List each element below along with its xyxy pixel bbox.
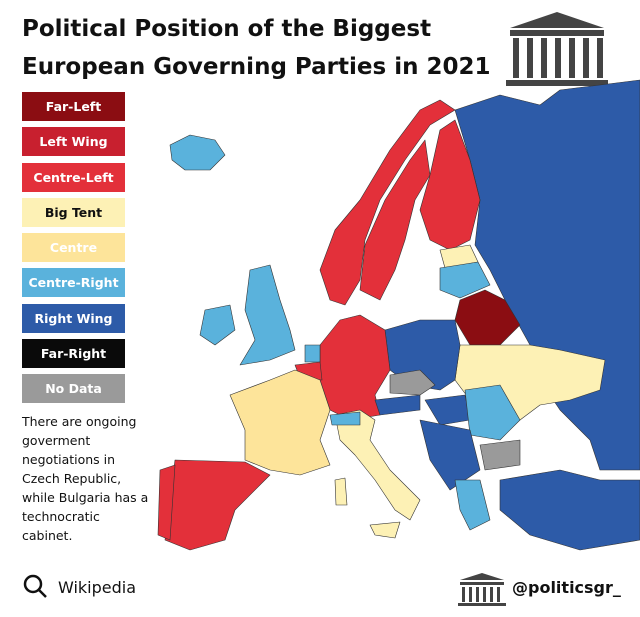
legend-item: Far-Right: [22, 339, 125, 369]
title-line: European Governing Parties in 2021: [22, 54, 491, 80]
small-temple-icon: [458, 573, 506, 606]
countries: [157, 79, 640, 551]
source: Wikipedia: [58, 578, 137, 597]
legend-item: Centre-Left: [22, 162, 125, 192]
title: Political Position of the Biggest Europe…: [22, 10, 490, 86]
legend-item: Centre: [22, 233, 125, 263]
temple-icon: [506, 12, 608, 86]
handle: @politicsgr_: [512, 578, 621, 597]
legend-item: Left Wing: [22, 127, 125, 157]
note: There are ongoing goverment negotiations…: [22, 414, 149, 543]
search-icon: [23, 574, 47, 598]
legend-item: Centre-Right: [22, 268, 125, 298]
legend-item: Big Tent: [22, 197, 125, 227]
title-line: Political Position of the Biggest: [22, 16, 432, 42]
legend: Far-Left Left Wing Centre-Left Big Tent Cent…: [22, 92, 125, 410]
legend-item: Far-Left: [22, 92, 125, 121]
legend-item: Right Wing: [22, 303, 125, 333]
legend-item: No Data: [22, 374, 125, 404]
